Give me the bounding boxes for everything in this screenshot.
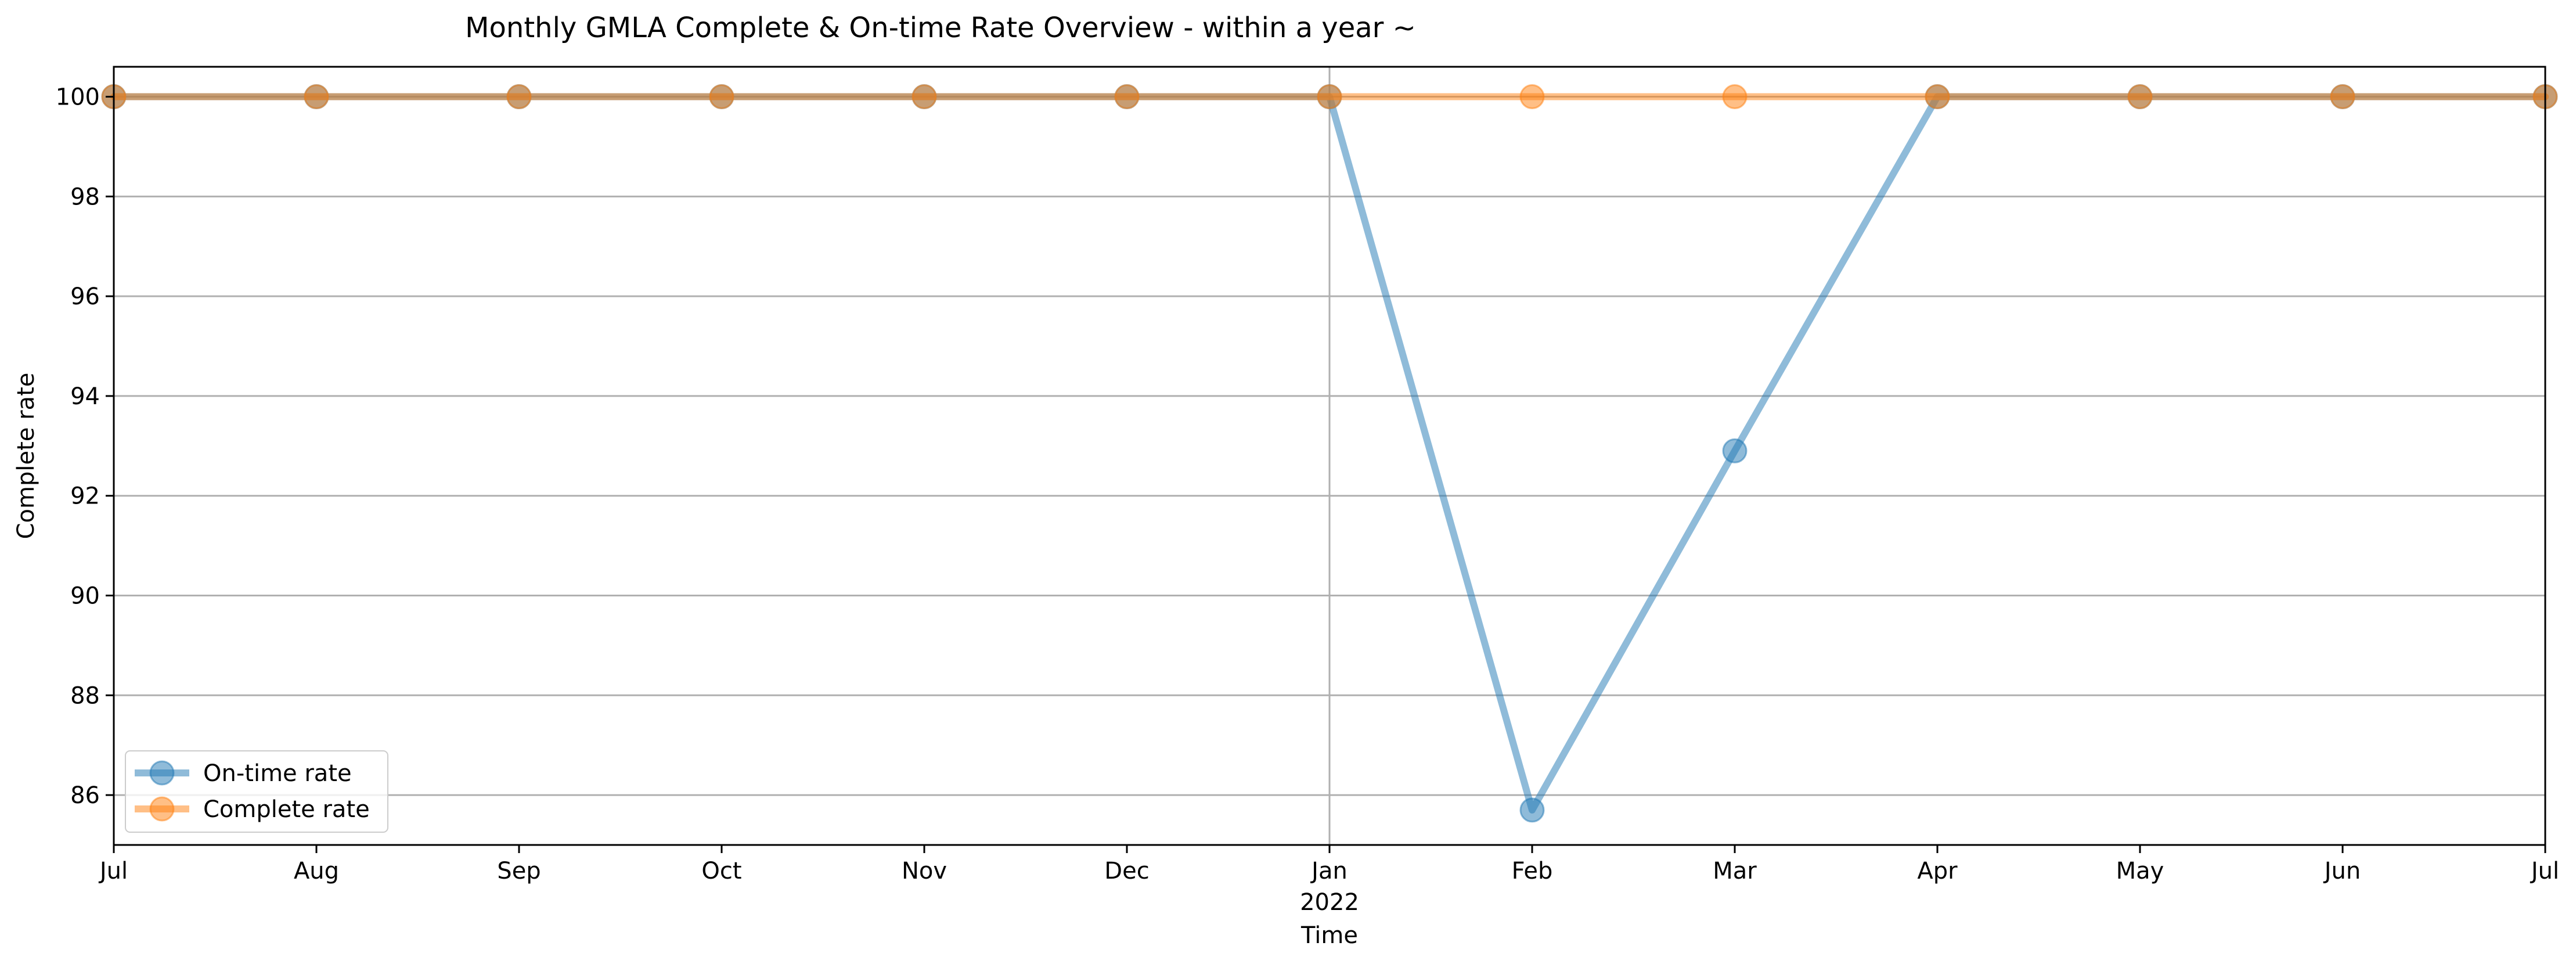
y-tick-label: 98 [70, 184, 100, 210]
legend-label: Complete rate [203, 796, 370, 823]
data-point [1722, 438, 1748, 463]
data-point [304, 84, 329, 110]
grid-layer [114, 67, 2545, 845]
data-point [506, 84, 532, 110]
x-tick-label: Jul [2530, 858, 2559, 884]
x-tick-label: Feb [1512, 858, 1553, 884]
data-point [1722, 84, 1748, 110]
x-axis-label: Time [1300, 922, 1358, 949]
y-tick-label: 86 [70, 782, 100, 809]
data-point [911, 84, 937, 110]
x-tick-label: Aug [294, 858, 339, 884]
data-point [1925, 84, 1950, 110]
x-tick-label: Mar [1713, 858, 1757, 884]
legend-marker [149, 760, 175, 786]
data-point [1114, 84, 1140, 110]
y-tick-label: 94 [70, 383, 100, 410]
y-axis-label: Complete rate [13, 373, 39, 539]
y-tick-label: 90 [70, 583, 100, 610]
data-point [1519, 797, 1545, 823]
x-tick-label: Nov [902, 858, 947, 884]
data-point [2127, 84, 2153, 110]
x-tick-label: May [2116, 858, 2164, 884]
data-point [1317, 84, 1342, 110]
axis-layer: 86 88 90 92 94 96 98 100 Jul Aug Sep Oct Nov Dec Jan Fe… [56, 84, 2559, 916]
x-tick-label: Jan [1310, 858, 1348, 884]
legend-box [125, 750, 388, 833]
x-tick-label: Apr [1917, 858, 1958, 884]
data-point [2330, 84, 2355, 110]
x-tick-label: Dec [1104, 858, 1149, 884]
legend-marker [149, 796, 175, 822]
x-tick-label: Oct [701, 858, 741, 884]
x-tick-label: Sep [497, 858, 541, 884]
series-layer [101, 84, 2558, 823]
x-year-label: 2022 [1300, 889, 1359, 916]
x-tick-label: Jul [98, 858, 128, 884]
y-tick-label: 92 [70, 483, 100, 510]
legend: On-time rate Complete rate [125, 750, 388, 833]
legend-label: On-time rate [203, 760, 352, 787]
data-point [709, 84, 734, 110]
chart-title: Monthly GMLA Complete & On-time Rate Ove… [465, 12, 1416, 44]
y-tick-label: 100 [56, 84, 100, 111]
y-tick-label: 88 [70, 682, 100, 709]
data-point [1519, 84, 1545, 110]
x-tick-label: Jun [2323, 858, 2361, 884]
y-tick-label: 96 [70, 283, 100, 310]
